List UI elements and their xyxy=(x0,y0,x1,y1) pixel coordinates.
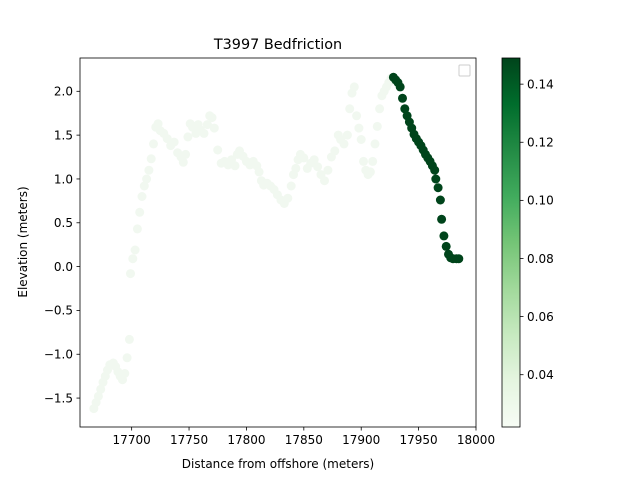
data-point xyxy=(395,82,405,92)
data-point xyxy=(356,135,366,144)
data-point xyxy=(149,139,158,149)
data-point xyxy=(124,334,134,344)
data-point xyxy=(309,155,319,165)
y-axis: −1.5 −1.0 −0.5 0.0 0.5 1.0 1.5 2.0 xyxy=(44,85,80,405)
data-point xyxy=(368,156,378,166)
y-tick-label: 0.0 xyxy=(54,260,73,274)
chart-title: T3997 Bedfriction xyxy=(213,37,342,53)
data-point xyxy=(128,254,138,264)
colorbar-axis: 0.04 0.06 0.08 0.10 0.12 0.14 xyxy=(520,77,554,382)
data-point xyxy=(345,104,355,114)
data-point xyxy=(398,93,407,103)
y-tick-label: 1.5 xyxy=(54,128,73,142)
data-point xyxy=(454,254,464,264)
data-point xyxy=(93,391,103,401)
data-point xyxy=(375,104,385,114)
x-tick-label: 18000 xyxy=(457,433,495,447)
data-point xyxy=(144,165,154,175)
y-tick-label: 2.0 xyxy=(54,85,73,99)
data-point xyxy=(286,181,296,191)
colorbar xyxy=(501,57,521,428)
colorbar-tick-label: 0.12 xyxy=(527,136,554,150)
data-point xyxy=(213,145,223,155)
x-tick-label: 17900 xyxy=(342,433,380,447)
data-point xyxy=(354,123,364,133)
x-tick-label: 17800 xyxy=(227,433,265,447)
y-tick-label: −0.5 xyxy=(44,304,73,318)
data-point xyxy=(139,181,149,191)
data-point xyxy=(230,161,240,171)
data-point xyxy=(365,167,375,177)
data-point xyxy=(96,384,106,394)
x-tick-label: 17750 xyxy=(170,433,208,447)
y-tick-label: −1.0 xyxy=(44,348,73,362)
data-point xyxy=(207,113,217,123)
data-point xyxy=(283,193,293,203)
data-point xyxy=(202,120,212,130)
data-point xyxy=(183,132,193,142)
data-point xyxy=(181,149,191,159)
data-point xyxy=(132,224,142,234)
colorbar-tick-label: 0.10 xyxy=(527,194,554,208)
data-point xyxy=(339,139,349,149)
x-tick-label: 17950 xyxy=(400,433,438,447)
data-point xyxy=(431,174,441,184)
data-point xyxy=(137,192,147,201)
colorbar-tick-label: 0.14 xyxy=(527,77,554,91)
plot-frame xyxy=(79,57,477,428)
data-point xyxy=(435,195,445,205)
colorbar-tick-label: 0.06 xyxy=(527,310,554,324)
data-point xyxy=(199,128,209,138)
data-point xyxy=(153,119,163,129)
data-point xyxy=(433,183,443,193)
data-point xyxy=(130,245,140,255)
data-point xyxy=(291,163,301,173)
x-tick-label: 17850 xyxy=(285,433,323,447)
data-point xyxy=(142,174,152,184)
data-point xyxy=(209,123,219,133)
data-point xyxy=(320,176,329,186)
x-axis-label: Distance from offshore (meters) xyxy=(182,457,374,471)
data-point xyxy=(323,165,333,175)
data-point xyxy=(126,269,135,279)
data-point xyxy=(178,157,188,167)
y-tick-label: 0.5 xyxy=(54,216,73,230)
data-point xyxy=(430,165,440,175)
data-point xyxy=(359,156,368,166)
data-point xyxy=(441,241,451,251)
data-point xyxy=(122,353,132,363)
data-point xyxy=(313,162,323,172)
data-point xyxy=(400,104,410,114)
data-point xyxy=(146,154,156,164)
colorbar-tick-label: 0.04 xyxy=(527,368,554,382)
data-point xyxy=(330,146,340,156)
data-point xyxy=(254,167,264,177)
data-point xyxy=(352,111,362,121)
data-point xyxy=(135,207,145,217)
x-axis: 17700 17750 17800 17850 17900 17950 18000 xyxy=(113,427,495,447)
colorbar-tick-label: 0.08 xyxy=(527,252,554,266)
data-point xyxy=(372,121,382,131)
data-point xyxy=(342,130,352,140)
data-points xyxy=(89,72,464,414)
data-point xyxy=(162,134,172,144)
data-point xyxy=(370,139,380,149)
data-point xyxy=(169,137,179,147)
data-point xyxy=(437,214,447,224)
y-tick-label: −1.5 xyxy=(44,391,73,405)
data-point xyxy=(299,153,309,163)
x-tick-label: 17700 xyxy=(113,433,151,447)
y-axis-label: Elevation (meters) xyxy=(16,186,30,297)
data-point xyxy=(439,231,449,241)
y-tick-label: 1.0 xyxy=(54,172,73,186)
legend-box[interactable] xyxy=(458,64,471,77)
data-point xyxy=(120,369,130,378)
data-point xyxy=(349,82,359,92)
